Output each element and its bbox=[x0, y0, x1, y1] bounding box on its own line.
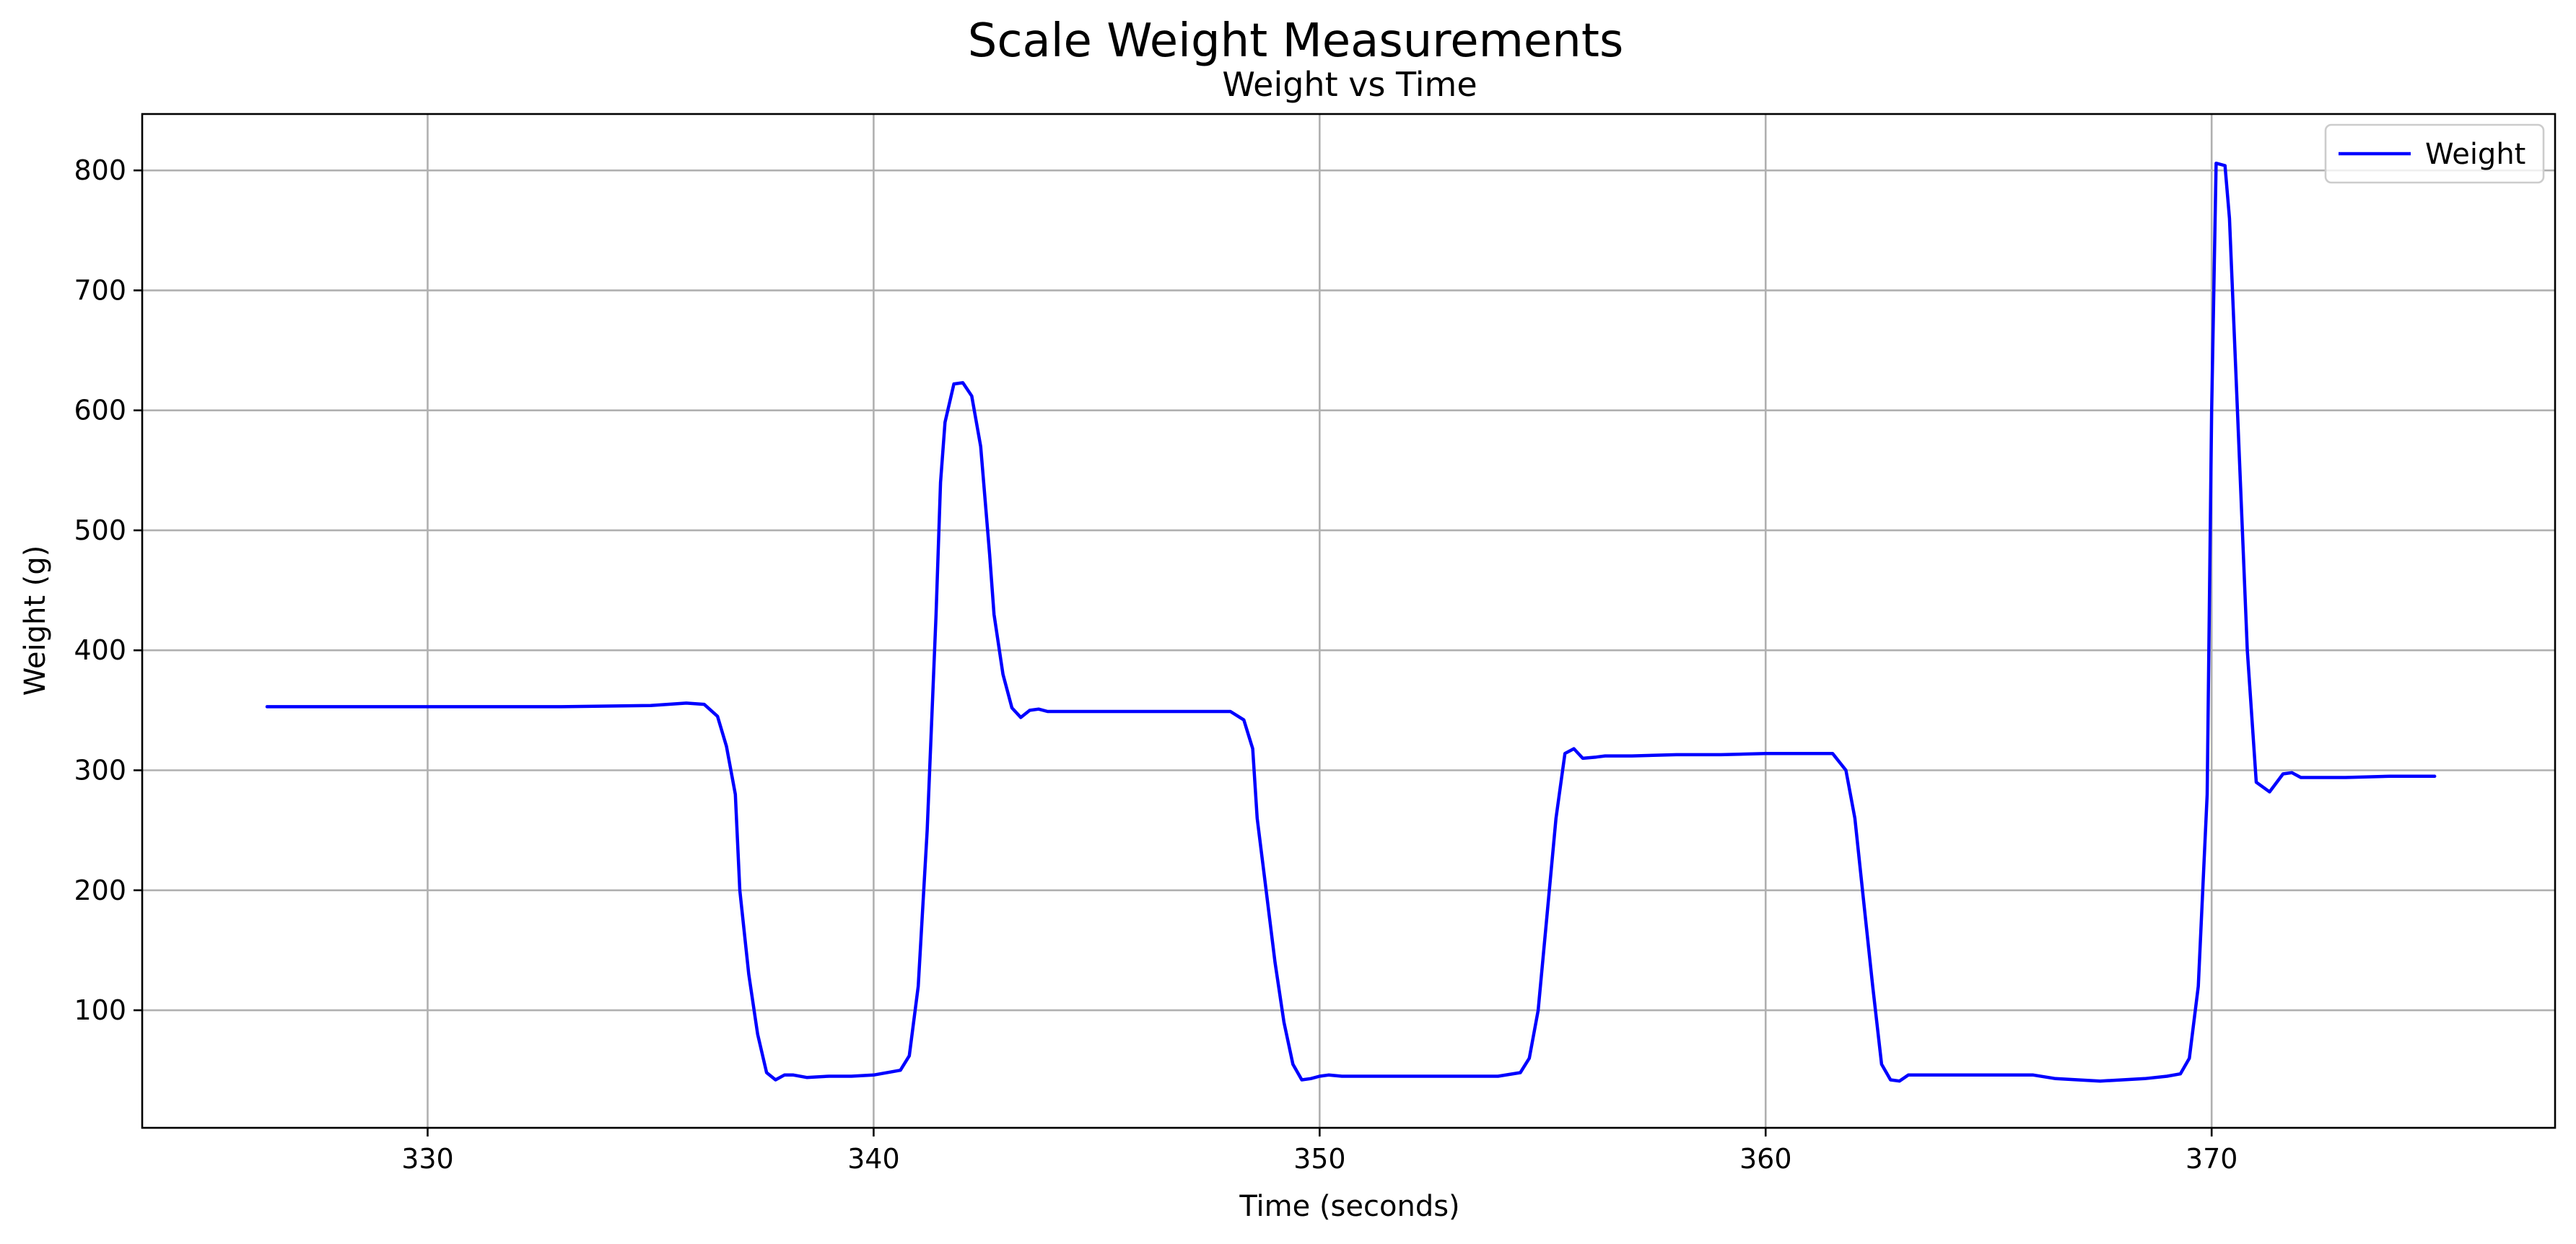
chart-title: Weight vs Time bbox=[1222, 65, 1477, 104]
y-tick-label: 200 bbox=[74, 875, 126, 906]
legend-box bbox=[2324, 123, 2545, 184]
axis-ticks: 330 340 350 360 370 100 200 300 400 500 600 700 800 bbox=[74, 154, 2237, 1175]
x-tick-label: 360 bbox=[1739, 1143, 1792, 1175]
x-tick-label: 340 bbox=[847, 1143, 900, 1175]
y-tick-label: 600 bbox=[74, 395, 126, 426]
data-series-layer bbox=[265, 161, 2437, 1083]
y-tick-label: 400 bbox=[74, 634, 126, 666]
x-tick-label: 350 bbox=[1293, 1143, 1346, 1175]
x-axis-label: Time (seconds) bbox=[1239, 1190, 1459, 1223]
y-tick-label: 800 bbox=[74, 154, 126, 186]
chart-suptitle: Scale Weight Measurements bbox=[968, 14, 1624, 68]
y-tick-label: 300 bbox=[74, 755, 126, 787]
legend-label-weight: Weight bbox=[2425, 138, 2525, 171]
y-tick-label: 100 bbox=[74, 994, 126, 1026]
y-axis-label: Weight (g) bbox=[19, 546, 52, 696]
y-tick-label: 500 bbox=[74, 514, 126, 546]
series-line-weight bbox=[265, 161, 2437, 1083]
x-tick-label: 330 bbox=[401, 1143, 454, 1175]
x-tick-label: 370 bbox=[2186, 1143, 2238, 1175]
legend: Weight bbox=[2324, 123, 2545, 184]
y-tick-label: 700 bbox=[74, 274, 126, 306]
grid-lines bbox=[142, 114, 2555, 1128]
plot-frame bbox=[141, 113, 2557, 1129]
